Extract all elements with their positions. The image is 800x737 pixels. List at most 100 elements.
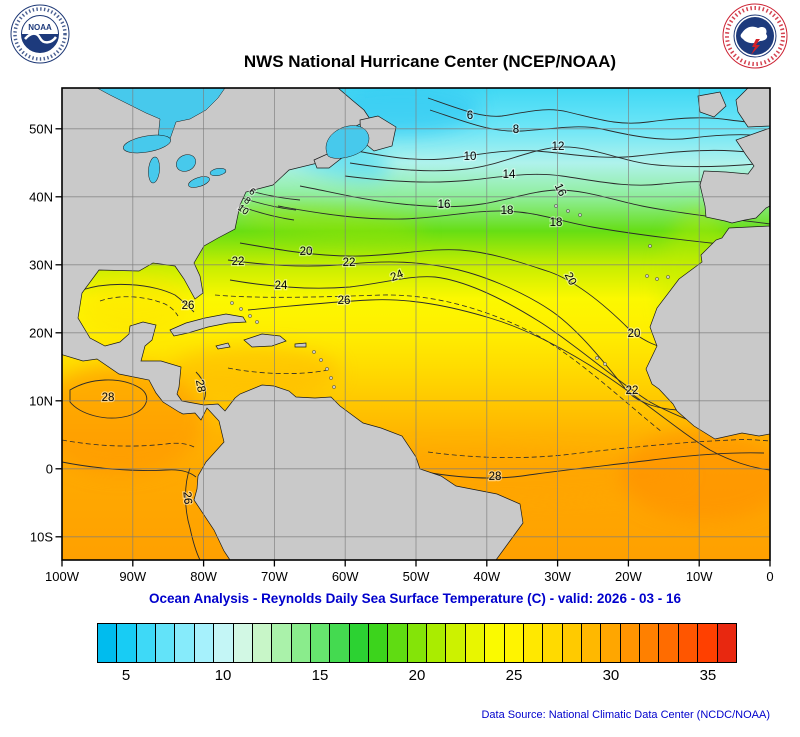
nws-cloud-map-icon xyxy=(740,26,768,44)
colorbar-cell xyxy=(698,624,718,662)
contour-label: 20 xyxy=(300,246,313,258)
grid-lines xyxy=(62,88,770,560)
land-americas xyxy=(61,87,524,561)
lon-axis-label: 70W xyxy=(261,569,288,584)
page-title: NWS National Hurricane Center (NCEP/NOAA… xyxy=(243,52,617,71)
colorbar-cell xyxy=(407,624,428,662)
small-islands xyxy=(230,204,670,389)
colorbar-tick-label: 5 xyxy=(121,667,131,684)
contour-label: 26 xyxy=(182,300,195,312)
contour-label: 28 xyxy=(489,471,502,483)
contour-label: 12 xyxy=(552,141,565,153)
island-hispaniola xyxy=(243,333,287,348)
data-source-note: Data Source: National Climatic Data Cent… xyxy=(481,709,770,721)
colorbar-cell xyxy=(388,624,408,662)
colorbar-cell xyxy=(349,624,370,662)
colorbar-cell xyxy=(562,624,582,662)
noaa-seagull-icon xyxy=(24,32,58,44)
nws-lightning-icon xyxy=(751,39,760,55)
colorbar-cell xyxy=(620,624,641,662)
great-lakes xyxy=(123,134,227,188)
lon-axis-label: 40W xyxy=(473,569,500,584)
island-jamaica xyxy=(215,342,231,350)
contour-label: 28 xyxy=(102,392,115,404)
lon-axis-label: 30W xyxy=(544,569,571,584)
contour-label: 26 xyxy=(338,295,351,307)
colorbar-cell xyxy=(98,624,118,662)
colorbar-cell xyxy=(156,624,176,662)
colorbar-tick-label: 35 xyxy=(699,667,717,684)
island-puerto-rico xyxy=(294,342,307,348)
contour-label: 10 xyxy=(464,151,477,163)
colorbar-tick-label: 25 xyxy=(505,667,523,684)
contour-label: 28 xyxy=(193,379,207,394)
nws-logo xyxy=(722,3,788,69)
nws-logo-ring-text xyxy=(725,6,785,66)
colorbar-cell xyxy=(330,624,350,662)
colorbar-tick-label: 15 xyxy=(311,667,329,684)
lon-axis-label: 10W xyxy=(686,569,713,584)
contour-label: 8 xyxy=(513,124,519,136)
lon-axis-label: 100W xyxy=(45,569,80,584)
colorbar-cell xyxy=(640,624,660,662)
contour-label: 26 xyxy=(180,491,193,505)
colorbar-cell xyxy=(194,624,215,662)
noaa-logo: NOAA xyxy=(10,4,70,64)
contour-label: 18 xyxy=(501,205,514,217)
colorbar-cell xyxy=(543,624,563,662)
colorbar-cell xyxy=(446,624,466,662)
colorbar-cell xyxy=(427,624,447,662)
contour-label: 24 xyxy=(275,280,288,292)
island-cuba xyxy=(169,313,247,337)
lat-axis-label: 0 xyxy=(46,461,53,476)
lat-axis-label: 10N xyxy=(29,393,53,408)
lon-axis-label: 60W xyxy=(332,569,359,584)
colorbar-cell xyxy=(523,624,544,662)
colorbar-cell xyxy=(310,624,331,662)
colorbar-cell xyxy=(291,624,311,662)
lon-axis-label: 50W xyxy=(403,569,430,584)
colorbar-cell xyxy=(717,624,736,662)
axis-labels: 100W 90W 80W 70W 60W 50W 40W 30W 20W 10W 0 50N 40N 30… xyxy=(29,121,773,584)
inland-waters xyxy=(96,87,370,188)
colorbar-cell xyxy=(581,624,602,662)
colorbar-cell xyxy=(252,624,273,662)
contour-label: 20 xyxy=(628,328,641,340)
land-europe-iberia xyxy=(699,127,771,224)
colorbar-cell xyxy=(272,624,292,662)
colorbar-cell xyxy=(233,624,253,662)
colorbar-cell xyxy=(465,624,486,662)
noaa-logo-sea xyxy=(21,34,59,53)
lat-axis-label: 20N xyxy=(29,325,53,340)
noaa-logo-ring-text xyxy=(13,7,67,61)
colorbar-tick-label: 20 xyxy=(408,667,426,684)
nws-logo-svg xyxy=(722,3,788,69)
colorbar-cell xyxy=(117,624,137,662)
lon-axis-label: 90W xyxy=(119,569,146,584)
lon-axis-label: 0 xyxy=(766,569,773,584)
contour-label: 22 xyxy=(232,256,245,268)
contour-label: 18 xyxy=(550,217,563,229)
colorbar-cell xyxy=(678,624,699,662)
colorbar-cell xyxy=(214,624,234,662)
noaa-logo-svg: NOAA xyxy=(10,4,70,64)
contour-label: 16 xyxy=(438,199,451,211)
colorbar-cell xyxy=(504,624,524,662)
contour-label: 22 xyxy=(343,257,356,269)
colorbar-cell xyxy=(601,624,621,662)
colorbar-cell xyxy=(136,624,157,662)
colorbar-cell xyxy=(659,624,679,662)
land-ireland xyxy=(697,91,727,118)
colorbar-cell xyxy=(485,624,505,662)
lon-axis-label: 20W xyxy=(615,569,642,584)
lon-axis-label: 80W xyxy=(190,569,217,584)
lat-axis-label: 10S xyxy=(30,529,53,544)
colorbar-tick-label: 10 xyxy=(214,667,232,684)
gulf-of-st-lawrence xyxy=(325,125,370,159)
contour-label: 14 xyxy=(503,169,516,181)
colorbar-cell xyxy=(175,624,195,662)
axis-ticks xyxy=(55,128,771,567)
lat-axis-label: 50N xyxy=(29,121,53,136)
lat-axis-label: 30N xyxy=(29,257,53,272)
